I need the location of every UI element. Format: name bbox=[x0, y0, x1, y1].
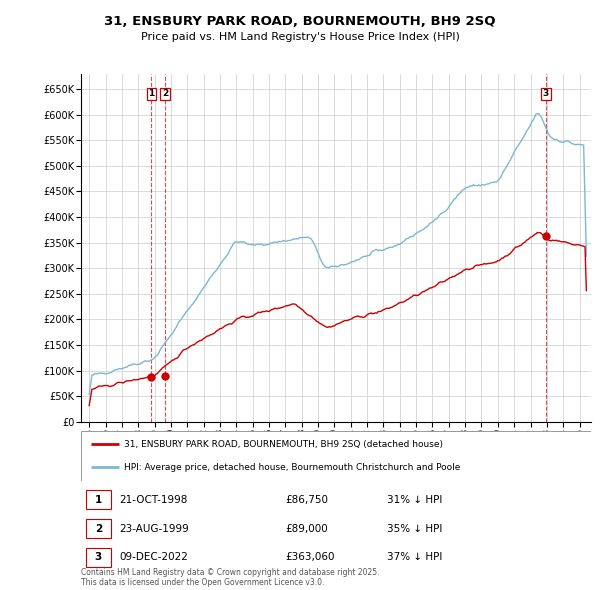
Text: 31, ENSBURY PARK ROAD, BOURNEMOUTH, BH9 2SQ (detached house): 31, ENSBURY PARK ROAD, BOURNEMOUTH, BH9 … bbox=[124, 440, 443, 449]
Text: 31% ↓ HPI: 31% ↓ HPI bbox=[387, 495, 442, 505]
FancyBboxPatch shape bbox=[86, 490, 110, 509]
Text: 2: 2 bbox=[162, 90, 168, 99]
Text: 31, ENSBURY PARK ROAD, BOURNEMOUTH, BH9 2SQ: 31, ENSBURY PARK ROAD, BOURNEMOUTH, BH9 … bbox=[104, 15, 496, 28]
Text: Contains HM Land Registry data © Crown copyright and database right 2025.
This d: Contains HM Land Registry data © Crown c… bbox=[81, 568, 380, 587]
Text: HPI: Average price, detached house, Bournemouth Christchurch and Poole: HPI: Average price, detached house, Bour… bbox=[124, 463, 461, 472]
FancyBboxPatch shape bbox=[81, 431, 591, 481]
FancyBboxPatch shape bbox=[86, 548, 110, 567]
Text: 1: 1 bbox=[148, 90, 154, 99]
Text: £363,060: £363,060 bbox=[285, 552, 335, 562]
Text: Price paid vs. HM Land Registry's House Price Index (HPI): Price paid vs. HM Land Registry's House … bbox=[140, 32, 460, 42]
Text: 3: 3 bbox=[95, 552, 102, 562]
Text: £89,000: £89,000 bbox=[285, 524, 328, 533]
Text: 21-OCT-1998: 21-OCT-1998 bbox=[119, 495, 188, 505]
Text: 3: 3 bbox=[543, 90, 549, 99]
FancyBboxPatch shape bbox=[86, 519, 110, 538]
Text: 37% ↓ HPI: 37% ↓ HPI bbox=[387, 552, 442, 562]
Text: 23-AUG-1999: 23-AUG-1999 bbox=[119, 524, 189, 533]
Text: 35% ↓ HPI: 35% ↓ HPI bbox=[387, 524, 442, 533]
Text: 1: 1 bbox=[95, 495, 102, 505]
Text: 09-DEC-2022: 09-DEC-2022 bbox=[119, 552, 188, 562]
Text: 2: 2 bbox=[95, 524, 102, 533]
Text: £86,750: £86,750 bbox=[285, 495, 328, 505]
